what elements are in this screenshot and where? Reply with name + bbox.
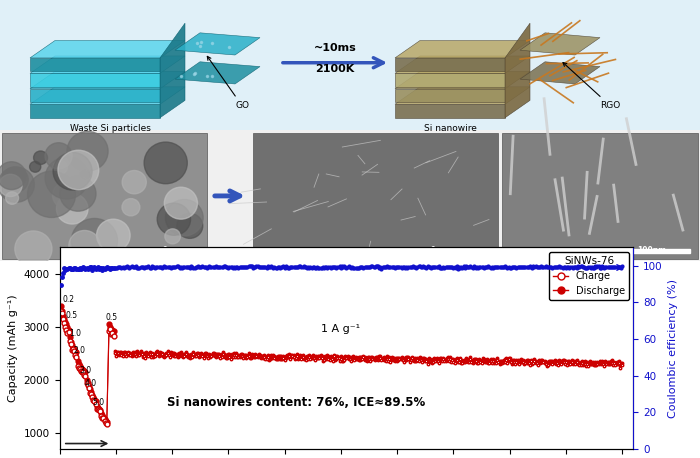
Polygon shape [30, 56, 185, 73]
Text: 1.0: 1.0 [69, 329, 81, 338]
Text: 1 A g⁻¹: 1 A g⁻¹ [321, 324, 360, 334]
Bar [150, 249, 195, 253]
Polygon shape [30, 71, 185, 89]
Circle shape [144, 142, 188, 184]
Text: 0.5: 0.5 [66, 311, 78, 321]
Bar [418, 249, 463, 253]
Circle shape [67, 131, 108, 171]
Text: Waste Si particles: Waste Si particles [69, 124, 150, 132]
Text: 1μm: 1μm [162, 246, 181, 256]
Circle shape [0, 162, 26, 190]
Text: 1μm: 1μm [430, 246, 449, 256]
Text: 2100K: 2100K [316, 65, 355, 74]
Circle shape [69, 230, 100, 261]
Polygon shape [395, 71, 530, 89]
Circle shape [165, 200, 203, 236]
Circle shape [177, 213, 203, 238]
Circle shape [45, 157, 88, 199]
Polygon shape [520, 33, 600, 55]
Text: 3.0: 3.0 [79, 366, 91, 375]
Circle shape [0, 174, 22, 196]
Text: 4.0: 4.0 [85, 379, 97, 388]
Polygon shape [0, 130, 700, 261]
Legend: Charge, Discharge: Charge, Discharge [550, 252, 629, 300]
Circle shape [45, 143, 72, 169]
Polygon shape [175, 33, 260, 55]
Circle shape [122, 199, 140, 216]
Circle shape [15, 231, 52, 267]
Circle shape [27, 171, 76, 218]
Circle shape [29, 161, 41, 172]
Polygon shape [30, 104, 160, 118]
Polygon shape [0, 0, 700, 130]
Polygon shape [30, 41, 185, 58]
Circle shape [6, 192, 19, 204]
Circle shape [158, 203, 190, 235]
Polygon shape [395, 41, 530, 58]
Text: 0.5: 0.5 [105, 313, 117, 322]
Circle shape [80, 169, 90, 179]
Polygon shape [395, 58, 505, 71]
Polygon shape [395, 89, 505, 102]
Polygon shape [395, 56, 530, 73]
Circle shape [52, 182, 80, 209]
Circle shape [53, 153, 92, 190]
Text: GO: GO [207, 56, 249, 110]
Polygon shape [395, 87, 530, 104]
Circle shape [164, 229, 181, 244]
Polygon shape [175, 62, 260, 84]
Text: RGO: RGO [563, 63, 620, 110]
Circle shape [60, 176, 96, 211]
Polygon shape [30, 73, 160, 87]
Text: 100nm: 100nm [638, 246, 666, 256]
Circle shape [71, 218, 118, 263]
Circle shape [34, 151, 48, 164]
Polygon shape [395, 73, 505, 87]
Text: Si nanowire: Si nanowire [424, 124, 477, 132]
Text: 5.0: 5.0 [92, 398, 105, 407]
Text: Si nanowires content: 76%, ICE≈89.5%: Si nanowires content: 76%, ICE≈89.5% [167, 397, 425, 409]
Text: 2.0: 2.0 [74, 346, 85, 355]
Circle shape [57, 194, 88, 224]
Y-axis label: Coulombic efficiency (%): Coulombic efficiency (%) [668, 278, 678, 418]
Y-axis label: Capacity (mAh g⁻¹): Capacity (mAh g⁻¹) [8, 294, 18, 402]
Circle shape [164, 187, 197, 219]
Text: ~10ms: ~10ms [314, 43, 356, 53]
Bar [615, 249, 690, 253]
Circle shape [97, 219, 130, 251]
Circle shape [122, 170, 146, 194]
Text: 0.2: 0.2 [62, 295, 74, 305]
Circle shape [58, 150, 99, 190]
Polygon shape [505, 23, 530, 118]
Polygon shape [30, 89, 160, 102]
Circle shape [1, 167, 28, 193]
Polygon shape [30, 58, 160, 71]
FancyBboxPatch shape [502, 133, 698, 259]
Circle shape [53, 160, 67, 174]
Polygon shape [30, 87, 185, 104]
Circle shape [0, 167, 34, 202]
FancyBboxPatch shape [2, 133, 207, 259]
FancyBboxPatch shape [253, 133, 498, 259]
Polygon shape [160, 23, 185, 118]
Polygon shape [520, 62, 600, 84]
Polygon shape [395, 104, 505, 118]
